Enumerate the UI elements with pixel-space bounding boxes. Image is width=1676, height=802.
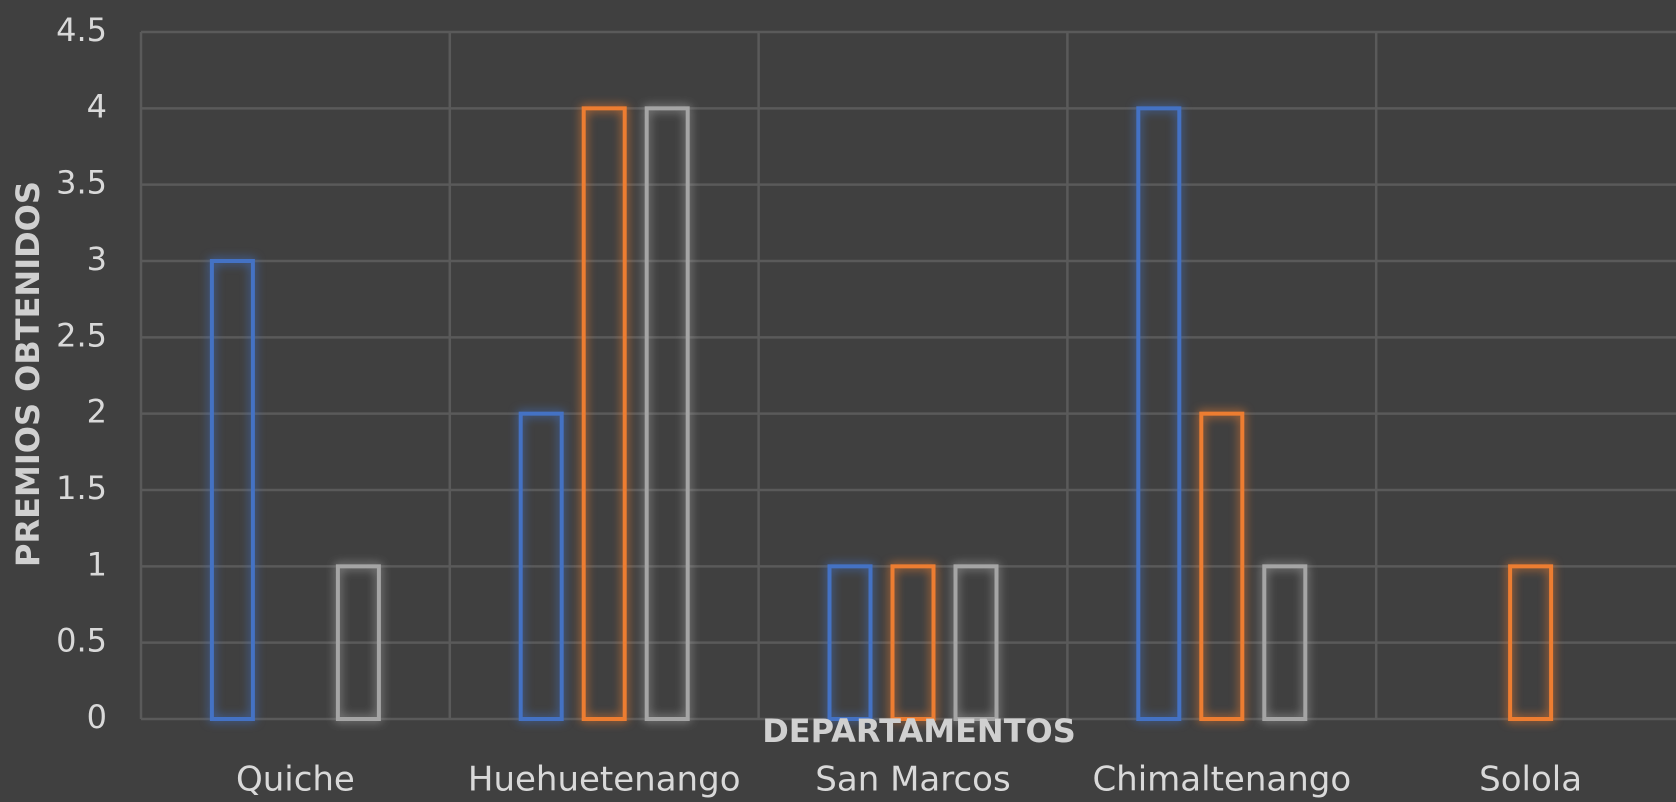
bar [953, 564, 999, 721]
x-tick-label: San Marcos [815, 760, 1010, 800]
y-tick-label: 1 [87, 545, 107, 583]
y-tick-label: 3.5 [56, 164, 107, 202]
x-axis-title: DEPARTAMENTOS [762, 712, 1076, 750]
y-tick-label: 2 [87, 393, 107, 431]
bars [209, 106, 1554, 722]
bar [827, 564, 873, 721]
bar [890, 564, 936, 721]
x-tick-label: Solola [1479, 760, 1582, 800]
y-axis-title: PREMIOS OBTENIDOS [9, 181, 47, 567]
bar [209, 259, 255, 721]
y-tick-label: 0.5 [56, 622, 107, 660]
y-tick-label: 4 [87, 87, 107, 125]
bar [1136, 106, 1182, 722]
bar [1508, 564, 1554, 721]
y-tick-label: 4.5 [56, 11, 107, 49]
bar [581, 106, 627, 722]
bar [518, 411, 564, 721]
y-tick-label: 3 [87, 240, 107, 278]
x-tick-label: Huehuetenango [468, 760, 741, 800]
y-tick-label: 2.5 [56, 316, 107, 354]
bar [644, 106, 690, 722]
bar [1262, 564, 1308, 721]
x-tick-label: Quiche [236, 760, 355, 800]
y-tick-label: 0 [87, 698, 107, 736]
y-tick-label: 1.5 [56, 469, 107, 507]
x-tick-label: Chimaltenango [1092, 760, 1351, 800]
bar [1199, 411, 1245, 721]
bar [335, 564, 381, 721]
